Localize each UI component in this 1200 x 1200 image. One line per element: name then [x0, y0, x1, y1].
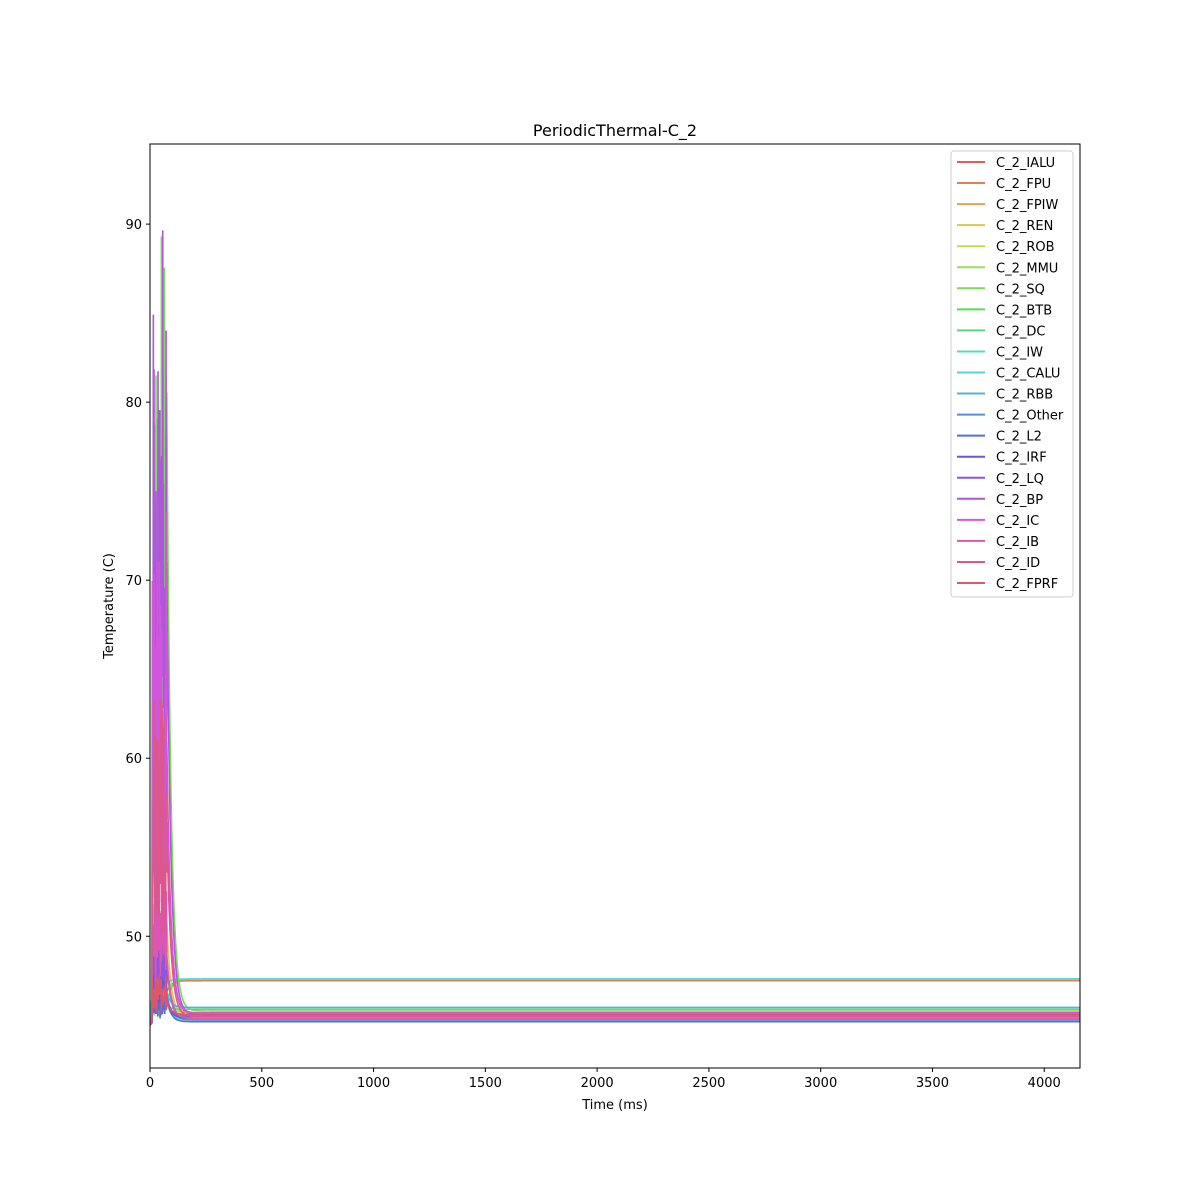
- x-tick-label: 2500: [692, 1076, 725, 1091]
- legend-label: C_2_SQ: [996, 282, 1045, 297]
- legend-label: C_2_DC: [996, 324, 1045, 339]
- legend-label: C_2_IRF: [996, 451, 1047, 466]
- series-line-C_2_ID: [150, 698, 1080, 1026]
- x-tick-label: 1500: [469, 1076, 502, 1091]
- x-tick-label: 1000: [357, 1076, 390, 1091]
- x-tick-label: 0: [146, 1076, 154, 1091]
- plot-frame: [149, 143, 1081, 1069]
- legend-label: C_2_REN: [996, 219, 1053, 234]
- legend-label: C_2_IALU: [996, 156, 1055, 171]
- legend-label: C_2_ID: [996, 556, 1040, 571]
- legend-label: C_2_IB: [996, 535, 1039, 550]
- legend: C_2_IALU C_2_FPU C_2_FPIW C_2_REN C_2_ROB C_2…: [950, 150, 1074, 598]
- legend-label: C_2_FPU: [996, 177, 1051, 192]
- y-tick-label: 90: [125, 218, 142, 233]
- x-tick-label: 3000: [804, 1076, 837, 1091]
- legend-label: C_2_RBB: [996, 388, 1053, 403]
- legend-box: [950, 150, 1074, 598]
- chart-title: PeriodicThermal-C_2: [533, 121, 697, 141]
- y-tick-label: 50: [125, 930, 142, 945]
- series-line-C_2_FPRF: [150, 974, 1080, 1026]
- legend-label: C_2_Other: [996, 409, 1064, 424]
- legend-label: C_2_CALU: [996, 367, 1060, 382]
- x-tick-label: 4000: [1028, 1076, 1061, 1091]
- y-tick-label: 70: [125, 574, 142, 589]
- y-tick-label: 80: [125, 396, 142, 411]
- series-layer: [150, 230, 1080, 1026]
- y-axis: 50 60 70 80 90: [125, 218, 150, 945]
- legend-label: C_2_BP: [996, 493, 1043, 508]
- x-tick-label: 500: [249, 1076, 274, 1091]
- legend-label: C_2_FPIW: [996, 198, 1058, 213]
- legend-label: C_2_BTB: [996, 303, 1052, 318]
- legend-label: C_2_L2: [996, 430, 1042, 445]
- x-axis: 0 500 1000 1500 2000 2500 3000 3500 4000: [146, 1068, 1061, 1091]
- legend-label: C_2_MMU: [996, 261, 1058, 276]
- series-line-C_2_IB: [150, 849, 1080, 1026]
- x-axis-label: Time (ms): [581, 1098, 648, 1113]
- legend-label: C_2_ROB: [996, 240, 1055, 255]
- legend-label: C_2_LQ: [996, 472, 1044, 487]
- legend-label: C_2_IW: [996, 345, 1043, 360]
- series-line-C_2_SQ: [150, 236, 1080, 1026]
- legend-label: C_2_FPRF: [996, 577, 1058, 592]
- x-tick-label: 2000: [581, 1076, 614, 1091]
- series-line-C_2_IC: [150, 511, 1080, 1026]
- y-tick-label: 60: [125, 752, 142, 767]
- legend-label: C_2_IC: [996, 514, 1039, 529]
- x-tick-label: 3500: [916, 1076, 949, 1091]
- y-axis-label: Temperature (C): [102, 553, 117, 660]
